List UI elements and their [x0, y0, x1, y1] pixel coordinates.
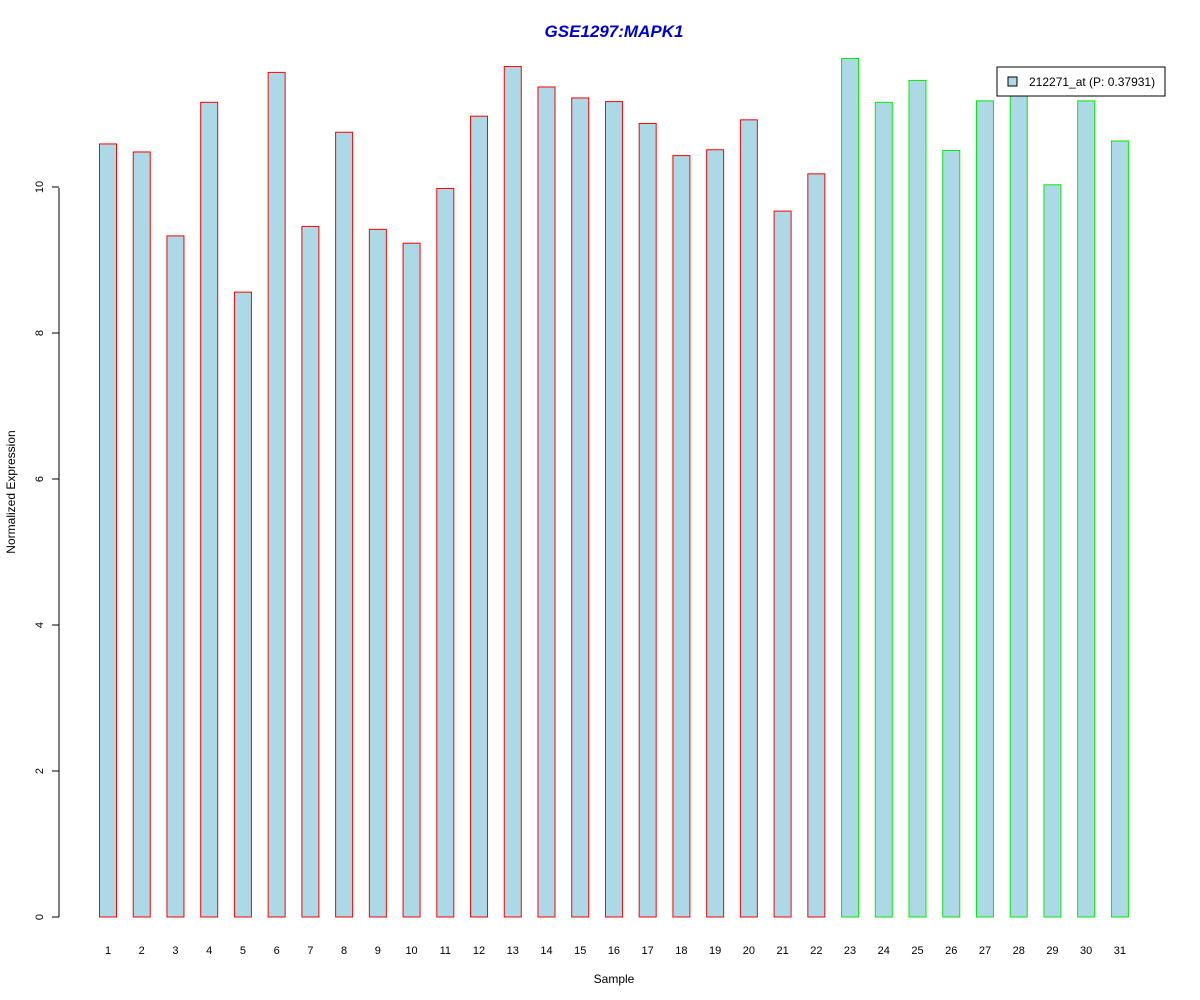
x-tick-label: 17 — [642, 945, 654, 957]
bar-sample-6 — [267, 71, 286, 918]
legend-label: 212271_at (P: 0.37931) — [1029, 75, 1155, 89]
x-tick-label: 19 — [709, 945, 721, 957]
bar-sample-25 — [908, 79, 927, 918]
bar-sample-15 — [571, 97, 590, 918]
x-tick-label: 26 — [945, 945, 957, 957]
x-tick-label: 13 — [507, 945, 519, 957]
x-tick-label: 22 — [810, 945, 822, 957]
x-tick-label: 24 — [878, 945, 890, 957]
x-tick-label: 27 — [979, 945, 991, 957]
bar-sample-28 — [1009, 91, 1028, 918]
bar-sample-9 — [368, 228, 387, 918]
y-tick-label: 8 — [34, 330, 46, 336]
bar-sample-17 — [638, 122, 657, 918]
bar-sample-29 — [1043, 184, 1062, 918]
x-tick-label: 6 — [274, 945, 280, 957]
x-tick-label: 25 — [911, 945, 923, 957]
x-tick-label: 1 — [105, 945, 111, 957]
bar-sample-19 — [706, 149, 725, 918]
bar-sample-14 — [537, 86, 556, 918]
bar-sample-24 — [874, 101, 893, 918]
y-tick-label: 2 — [34, 768, 46, 774]
x-tick-label: 2 — [139, 945, 145, 957]
bar-sample-22 — [807, 173, 826, 918]
x-tick-label: 23 — [844, 945, 856, 957]
x-tick-label: 10 — [405, 945, 417, 957]
bar-sample-20 — [739, 119, 758, 918]
chart-title: GSE1297:MAPK1 — [545, 22, 684, 41]
bar-sample-31 — [1110, 140, 1129, 918]
bar-sample-3 — [166, 235, 185, 918]
bar-sample-4 — [200, 101, 219, 918]
bar-sample-1 — [99, 143, 117, 918]
x-axis-title: Sample — [594, 972, 635, 986]
y-axis: 0 2 4 6 8 10 — [34, 181, 60, 920]
bar-sample-16 — [604, 101, 623, 918]
bars-layer — [99, 58, 1129, 918]
x-tick-labels: 1 2 3 4 5 6 7 8 9 10 11 12 13 14 15 16 17 18 19 20 21 22 23 24 2… — [105, 945, 1126, 957]
x-tick-label: 5 — [240, 945, 246, 957]
x-tick-label: 16 — [608, 945, 620, 957]
x-tick-label: 28 — [1013, 945, 1025, 957]
bar-sample-2 — [132, 151, 151, 918]
x-tick-label: 29 — [1046, 945, 1058, 957]
x-tick-label: 15 — [574, 945, 586, 957]
bar-sample-12 — [470, 115, 489, 918]
bar-sample-10 — [402, 242, 421, 918]
x-tick-label: 30 — [1080, 945, 1092, 957]
bar-sample-26 — [942, 150, 961, 918]
y-tick-label: 6 — [34, 476, 46, 482]
x-tick-label: 14 — [540, 945, 552, 957]
x-tick-label: 18 — [675, 945, 687, 957]
bar-sample-30 — [1077, 100, 1096, 918]
y-tick-label: 10 — [34, 181, 46, 193]
x-tick-label: 21 — [776, 945, 788, 957]
x-tick-label: 31 — [1114, 945, 1126, 957]
bar-sample-27 — [975, 100, 994, 918]
bar-sample-18 — [672, 155, 691, 918]
bar-sample-11 — [436, 187, 455, 918]
bar-sample-13 — [503, 66, 522, 918]
x-tick-label: 12 — [473, 945, 485, 957]
y-tick-label: 0 — [34, 914, 46, 920]
legend-box — [996, 66, 1166, 97]
bar-sample-23 — [841, 58, 860, 918]
y-tick-label: 4 — [34, 622, 46, 628]
bar-sample-5 — [233, 291, 252, 918]
x-tick-label: 9 — [375, 945, 381, 957]
x-tick-label: 3 — [172, 945, 178, 957]
bar-sample-7 — [301, 225, 320, 918]
bar-sample-8 — [335, 131, 354, 918]
x-tick-label: 11 — [440, 945, 451, 957]
x-tick-label: 8 — [341, 945, 347, 957]
bar-sample-21 — [773, 210, 792, 918]
x-tick-label: 20 — [743, 945, 755, 957]
legend-swatch — [1007, 76, 1018, 87]
y-axis-title: Normalized Expression — [4, 430, 18, 553]
x-tick-label: 4 — [206, 945, 212, 957]
x-tick-label: 7 — [307, 945, 313, 957]
legend: 212271_at (P: 0.37931) — [996, 66, 1166, 97]
